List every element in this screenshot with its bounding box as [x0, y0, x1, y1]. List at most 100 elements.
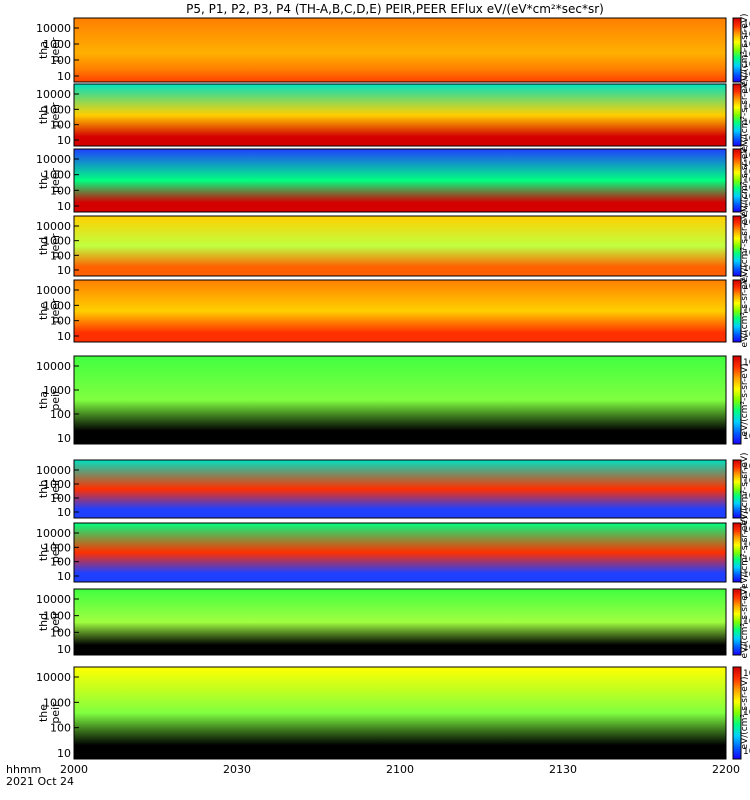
colorbar: [732, 17, 742, 83]
colorbar-unit-label: eV/(cm²-s-sr-eV): [740, 209, 750, 282]
spectrogram-area: [73, 279, 727, 343]
y-label-probe: thc: [37, 544, 50, 561]
colorbar-tick-label: 10⁴: [743, 643, 750, 653]
colorbar-unit-label: eV/(cm²-s-sr-eV): [740, 676, 750, 749]
spectrogram-area: [73, 17, 727, 83]
colorbar-tick-label: 10²: [743, 506, 750, 516]
y-axis-label: thbpeir: [37, 478, 62, 500]
y-axis-label: thapeer: [37, 37, 62, 63]
colorbar: [732, 588, 742, 656]
y-label-probe: tha: [37, 41, 50, 59]
colorbar-tick-label: 10⁸: [743, 86, 750, 96]
y-tick-label: 10: [57, 70, 71, 83]
y-tick-label: 10: [57, 747, 71, 760]
colorbar-tick-label: 10⁷: [743, 159, 750, 169]
y-label-probe: thc: [37, 172, 50, 189]
colorbar-tick-label: 10⁸: [743, 462, 750, 472]
y-tick-label: 10: [57, 264, 71, 277]
colorbar-tick-label: 10⁶: [743, 477, 750, 487]
colorbar-tick-label: 10⁶: [743, 40, 750, 50]
colorbar-tick-label: 10²: [743, 570, 750, 580]
y-tick-label: 10000: [36, 527, 71, 540]
colorbar-unit-label: eV/(cm²-s-sr-eV): [740, 516, 750, 589]
y-label-probe: the: [37, 704, 50, 722]
colorbar-tick-label: 10⁶: [743, 167, 750, 177]
y-axis-label: thbpeer: [37, 102, 62, 128]
y-label-species: peer: [49, 37, 62, 63]
colorbar-unit-label: eV/(cm²-s-sr-eV): [740, 585, 750, 658]
y-tick-label: 10: [57, 134, 71, 147]
y-axis-label: thepeer: [37, 298, 62, 324]
y-tick-label: 100: [50, 119, 71, 132]
y-tick-label: 1000: [43, 696, 71, 709]
y-label-species: peer: [49, 298, 62, 324]
colorbar: [732, 279, 742, 343]
y-tick-label: 1000: [43, 103, 71, 116]
y-label-probe: thb: [37, 480, 50, 498]
colorbar-tick-label: 10⁶: [743, 617, 750, 627]
colorbar-tick-label: 10²: [743, 747, 750, 757]
spectrogram-area: [73, 522, 727, 583]
y-label-species: peer: [49, 102, 62, 128]
colorbar-unit-label: eV/(cm²-s-sr-eV): [740, 13, 750, 86]
colorbar: [732, 83, 742, 147]
colorbar-unit-label: eV/(cm²-s-sr-eV): [740, 274, 750, 347]
y-tick-label: 10: [57, 570, 71, 583]
colorbar-tick-label: 10⁴: [743, 432, 750, 442]
y-tick-label: 10: [57, 643, 71, 656]
y-tick-label: 1000: [43, 541, 71, 554]
y-label-species: peir: [49, 611, 62, 633]
colorbar: [732, 459, 742, 519]
y-tick-label: 10000: [36, 360, 71, 373]
panel-thd-peir: 10000 1000 100 10 thdpeir 10⁸ 10⁶ 10⁴eV/(cm²-s-…: [36, 585, 750, 658]
colorbar-tick-label: 10⁵: [743, 50, 750, 60]
colorbar-tick-label: 10⁴: [743, 184, 750, 194]
y-tick-label: 100: [50, 722, 71, 735]
colorbar-tick-label: 10⁸: [743, 151, 750, 161]
y-tick-label: 10000: [36, 220, 71, 233]
y-axis-label: thdpeer: [37, 233, 62, 259]
y-tick-label: 1000: [43, 384, 71, 397]
y-tick-label: 10000: [36, 22, 71, 35]
y-label-species: peer: [49, 233, 62, 259]
y-axis-label: thapeir: [37, 389, 62, 411]
y-tick-label: 10: [57, 432, 71, 445]
y-tick-label: 10: [57, 330, 71, 343]
y-tick-label: 1000: [43, 169, 71, 182]
y-axis-label: thdpeir: [37, 611, 62, 633]
y-axis-label: thcpeir: [37, 541, 62, 563]
colorbar-unit-label: eV/(cm²-s-sr-eV): [740, 452, 750, 525]
colorbar-unit-label: eV/(cm²-s-sr-eV): [740, 78, 750, 151]
y-label-probe: thb: [37, 106, 50, 124]
y-tick-label: 100: [50, 556, 71, 569]
colorbar-tick-label: 10⁴: [743, 306, 750, 316]
colorbar-unit-label: eV/(cm²-s-sr-eV): [740, 363, 750, 436]
colorbar-tick-label: 10⁴: [743, 708, 750, 718]
spectrogram-area: [73, 355, 727, 445]
y-axis-label: thcpeer: [37, 168, 62, 194]
y-tick-label: 1000: [43, 38, 71, 51]
spectrogram-area: [73, 148, 727, 213]
colorbar-tick-label: 10⁶: [743, 233, 750, 243]
y-tick-label: 10000: [36, 284, 71, 297]
colorbar: [732, 522, 742, 583]
y-label-species: peer: [49, 168, 62, 194]
spectrogram-area: [73, 459, 727, 519]
y-label-species: peir: [49, 541, 62, 563]
spectrogram-area: [73, 666, 727, 760]
y-label-probe: the: [37, 302, 50, 320]
colorbar-tick-label: 10⁶: [743, 669, 750, 679]
y-tick-label: 100: [50, 54, 71, 67]
y-label-species: peir: [49, 389, 62, 411]
colorbar-tick-label: 10²: [743, 264, 750, 274]
colorbar-unit-label: eV/(cm²-s-sr-eV): [740, 144, 750, 217]
colorbar-tick-label: 10²: [743, 330, 750, 340]
y-tick-label: 1000: [43, 235, 71, 248]
panel-tha-peer: 10000 1000 100 10 thapeer 10⁸10⁷10⁶10⁵10⁴10³e…: [36, 13, 750, 86]
colorbar: [732, 666, 742, 760]
x-label-date: 2021 Oct 24: [6, 775, 74, 788]
x-label-hhmm: hhmm: [6, 763, 41, 776]
panel-thb-peer: 10000 1000 100 10 thbpeer 10⁸ 10⁶ 10⁴ 10²eV/(cm²…: [36, 78, 750, 151]
